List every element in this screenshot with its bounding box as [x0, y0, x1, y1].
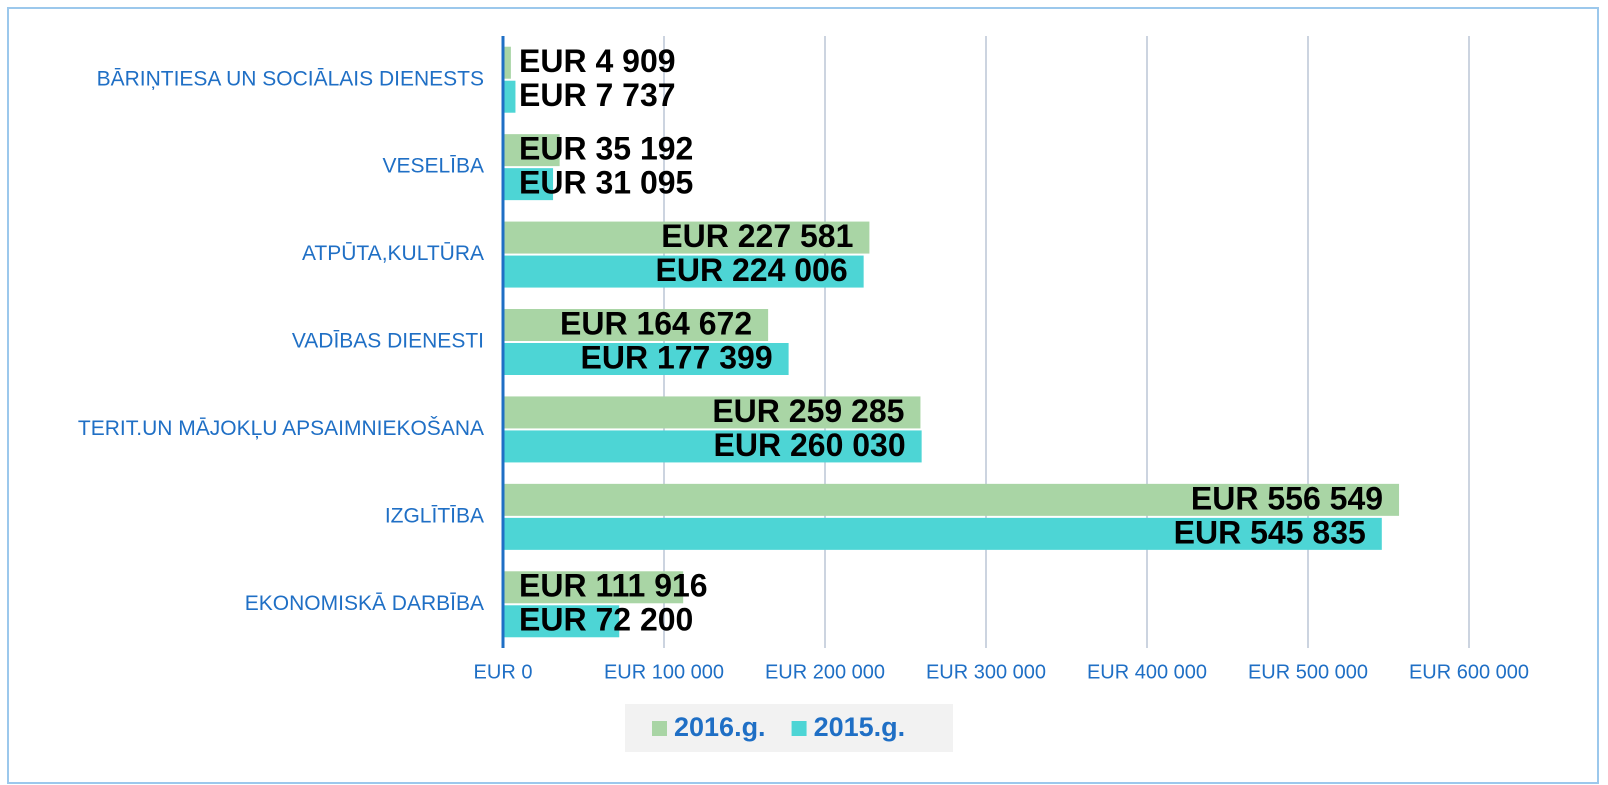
data-label: EUR 545 835 [1174, 514, 1366, 550]
category-label: VADĪBAS DIENESTI [292, 330, 484, 353]
data-label: EUR 164 672 [560, 305, 752, 341]
bar [503, 255, 864, 288]
x-tick-label: EUR 100 000 [604, 661, 724, 683]
x-tick-label: EUR 500 000 [1248, 661, 1368, 683]
x-tick-label: EUR 0 [474, 661, 533, 683]
bar [503, 430, 922, 463]
bar [503, 221, 870, 254]
x-tick-label: EUR 200 000 [765, 661, 885, 683]
data-label: EUR 260 030 [714, 427, 906, 463]
data-label: EUR 35 192 [519, 131, 693, 167]
x-tick-label: EUR 400 000 [1087, 661, 1207, 683]
legend-swatch [791, 721, 807, 736]
x-tick-label: EUR 300 000 [926, 661, 1046, 683]
data-label: EUR 227 581 [661, 218, 853, 254]
category-label: TERIT.UN MĀJOKĻU APSAIMNIEKOŠANA [78, 417, 484, 440]
data-label: EUR 259 285 [712, 393, 904, 429]
legend-label: 2016.g. [674, 712, 766, 742]
legend-swatch [652, 721, 667, 736]
bar [503, 517, 1382, 550]
data-label: EUR 4 909 [519, 43, 676, 79]
data-label: EUR 72 200 [519, 602, 693, 638]
bar [503, 571, 684, 604]
bar [503, 343, 789, 375]
legend-box [625, 704, 953, 752]
data-label: EUR 556 549 [1191, 480, 1383, 516]
bar [503, 46, 511, 79]
data-label: EUR 31 095 [519, 165, 693, 201]
category-label: BĀRIŅTIESA UN SOCIĀLAIS DIENESTS [97, 67, 484, 90]
x-tick-label: EUR 600 000 [1409, 661, 1529, 683]
bar [503, 309, 769, 341]
chart-border [7, 7, 1599, 784]
category-label: VESELĪBA [382, 155, 484, 178]
bar [503, 483, 1400, 516]
data-label: EUR 111 916 [519, 568, 708, 604]
category-label: IZGLĪTĪBA [385, 504, 484, 527]
category-label: EKONOMISKĀ DARBĪBA [245, 592, 484, 615]
bar [503, 605, 620, 638]
data-label: EUR 7 737 [519, 77, 676, 113]
data-label: EUR 224 006 [656, 252, 848, 288]
bar [503, 168, 554, 201]
category-label: ATPŪTA,KULTŪRA [302, 242, 484, 265]
bar [503, 134, 560, 167]
legend-label: 2015.g. [814, 712, 906, 742]
data-label: EUR 177 399 [580, 339, 772, 375]
bar [503, 80, 516, 113]
bar [503, 396, 921, 429]
